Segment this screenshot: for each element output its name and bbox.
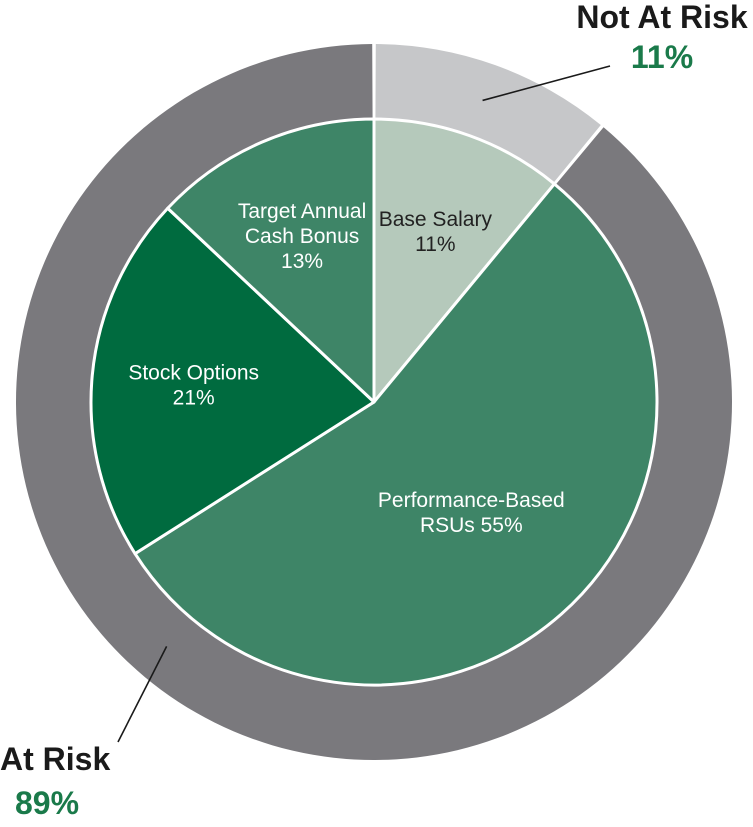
not-at-risk-label: Not At Risk [576,0,747,35]
outer-ring [15,44,733,760]
slice-label-stock-options: Stock Options 21% [128,361,259,409]
slice-label-line: 11% [415,233,455,256]
slice-label-line: 21% [173,386,215,409]
slice-base-salary [372,117,556,404]
slice-label-performance-based: Performance-Based RSUs 55% [378,489,565,537]
slice-label-line: Performance-Based [378,489,565,512]
slice-label-line: 13% [281,250,323,273]
slice-label-line: Base Salary [379,208,493,231]
slice-label-line: Target Annual [238,200,366,223]
slice-target-annual [166,117,376,404]
inner-pie [89,117,659,687]
slice-label-target-annual: Target Annual Cash Bonus 13% [238,200,366,273]
slice-label-line: RSUs 55% [420,514,523,537]
slice-stock-options [89,206,376,556]
slice-label-line: Cash Bonus [245,225,359,248]
leader-line-not-at-risk [482,65,611,102]
slice-performance-based [133,182,659,687]
slice-label-line: Stock Options [128,361,259,384]
inner-slice-labels: Base Salary 11% Performance-Based RSUs 55% S… [128,200,564,537]
at-risk-label: At Risk [0,741,110,777]
at-risk-percent: 89% [15,785,79,821]
leader-line-at-risk [117,646,168,743]
not-at-risk-percent: 11% [631,39,693,75]
slice-label-base-salary: Base Salary 11% [379,208,493,256]
outer-segment-not-at-risk [375,44,601,184]
